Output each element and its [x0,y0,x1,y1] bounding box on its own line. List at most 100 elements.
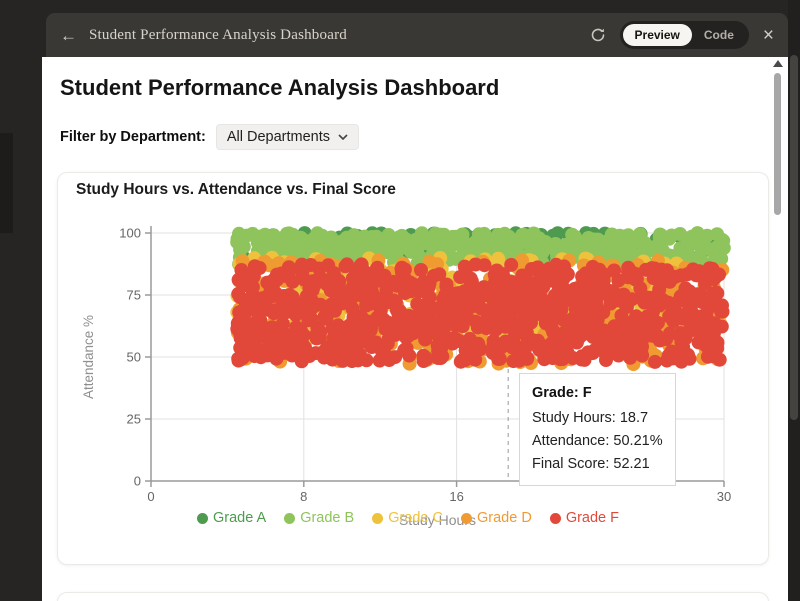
legend-label: Grade F [565,510,619,526]
department-select[interactable]: All Departments [215,124,359,150]
scatter-dot [486,299,500,314]
scatter-dot [701,349,715,364]
scatter-dot [583,287,598,302]
scatter-dot [671,294,686,309]
scatter-dot [432,267,447,282]
outer-scrollbar-thumb[interactable] [790,55,798,420]
scatter-dot [343,344,358,359]
scatter-dot [318,308,333,323]
legend-dot-icon [461,512,472,524]
scatter-dot [266,321,281,336]
scatter-dot [497,303,512,318]
scatter-dot [312,261,327,276]
scatter-dot [236,305,251,320]
scatter-dot [253,343,268,358]
legend-item[interactable]: Grade B [284,510,354,526]
scatter-dot [588,272,603,287]
scatter-dot [397,343,412,358]
scatter-dot [310,226,325,241]
scatter-dot [456,314,471,328]
tooltip-row: Final Score: 52.21 [532,456,650,472]
legend-dot-icon [372,512,384,524]
window-title: Student Performance Analysis Dashboard [89,26,347,43]
x-tick-label: 16 [449,489,463,504]
legend-item[interactable]: Grade F [549,510,619,526]
scatter-plot[interactable]: 0 25 50 75 100 0 8 16 30 Attendance % Study Hours [58,173,770,566]
outer-scrollbar-track[interactable] [788,0,800,601]
scatter-dot [286,341,301,356]
scatter-dot [524,229,539,244]
preview-code-toggle: Preview Code [619,21,749,49]
scatter-dot [706,331,721,346]
scatter-dot [234,273,249,288]
scatter-dot [416,354,431,368]
scatter-dot [678,331,693,346]
scatter-dot [628,332,643,347]
close-icon[interactable]: × [762,24,774,46]
scatter-dot [634,344,649,359]
scatter-dot [701,266,716,281]
scatter-dot [353,311,368,325]
legend-label: Grade C [388,510,443,526]
scatter-dot [439,277,454,292]
scatter-dot [599,353,613,367]
preview-window: ← Student Performance Analysis Dashboard… [42,13,788,601]
back-arrow-icon[interactable]: ← [60,25,77,45]
scatter-dot [620,299,634,314]
scatter-dot [364,230,379,244]
legend-label: Grade B [300,510,355,526]
legend-item[interactable]: Grade A [196,510,267,526]
legend-item[interactable]: Grade D [461,510,532,526]
scatter-dot [549,304,564,319]
scatter-dot [643,243,658,258]
scatter-dot [409,311,424,326]
legend-item[interactable]: Grade C [372,510,443,526]
scatter-dot [714,319,729,334]
chevron-down-icon [338,134,348,140]
scatter-dot [433,328,448,343]
scatter-dot [560,267,575,282]
scatter-dot [462,331,477,346]
scatter-dot [515,253,530,268]
scatter-dot [648,354,662,369]
scatter-dot [689,228,704,243]
scatter-dot [696,295,710,310]
scatter-dot [266,306,281,321]
scatter-dot [289,320,304,335]
y-tick-label: 100 [119,226,141,241]
scatter-dot [365,271,379,285]
department-filter: Filter by Department: All Departments [60,124,359,150]
scatter-dot [370,310,385,325]
scatter-dot [567,229,582,244]
scatter-chart-card: Study Hours vs. Attendance vs. Final Sco… [57,172,769,565]
scatter-dot [330,237,345,252]
tooltip-row: Study Hours: 18.7 [532,410,649,426]
tooltip-row: Attendance: 50.21% [532,433,663,449]
scatter-dot [522,286,537,301]
scatter-dot [534,270,549,285]
scatter-dot [258,227,273,242]
x-tick-label: 8 [300,489,307,504]
scatter-dot [252,261,267,275]
chart-title: Study Hours vs. Attendance vs. Final Sco… [76,181,396,198]
scatter-dot [338,321,353,336]
scatter-dot [550,226,565,241]
scatter-dot [486,309,501,324]
tooltip-title: Grade: F [532,385,592,401]
panel-scrollbar-thumb[interactable] [774,73,781,215]
scatter-dot [243,321,258,336]
toggle-code[interactable]: Code [703,28,734,42]
refresh-icon[interactable] [590,27,606,43]
scatter-dot [352,325,367,340]
x-tick-label: 0 [147,489,154,504]
legend-label: Grade A [212,510,267,526]
tooltip-rows: Study Hours: 18.7 Attendance: 50.21% Final… [532,407,663,476]
scatter-dot [266,287,281,302]
chart-tooltip: Grade: F Study Hours: 18.7 Attendance: 50… [519,373,676,486]
scroll-up-arrow-icon[interactable] [773,60,783,67]
scatter-dot [682,351,697,366]
scatter-dot [524,303,539,317]
scatter-dot [303,290,318,305]
scatter-dot [326,273,341,288]
toggle-preview[interactable]: Preview [622,24,692,46]
